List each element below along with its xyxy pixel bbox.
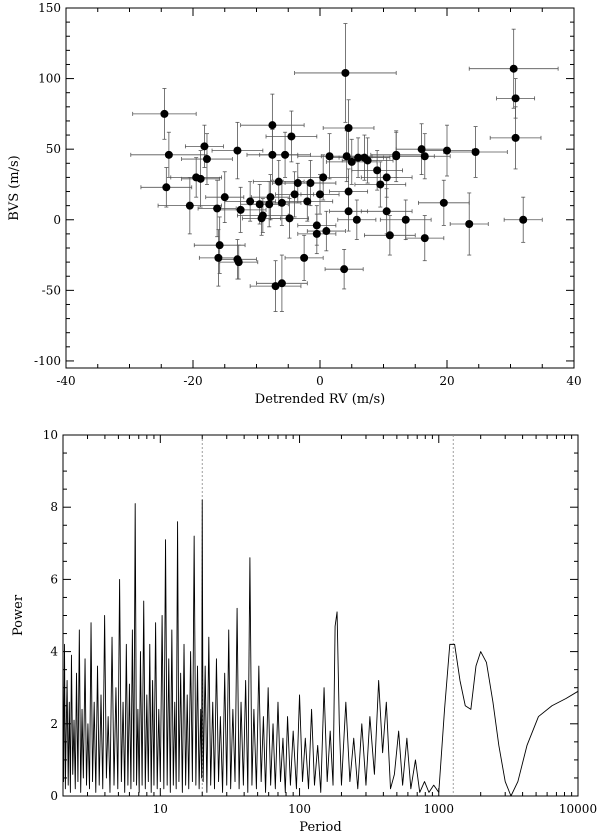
data-point <box>202 155 211 164</box>
y-tick-label: 50 <box>46 142 61 156</box>
data-point <box>341 68 350 77</box>
data-point <box>312 229 321 238</box>
data-point <box>213 204 222 213</box>
data-point <box>519 215 528 224</box>
data-point <box>281 150 290 159</box>
y-axis-label: BVS (m/s) <box>7 155 22 221</box>
x-tick-label: -40 <box>56 374 75 388</box>
data-point <box>234 258 243 267</box>
data-point <box>257 214 266 223</box>
data-point <box>287 132 296 141</box>
data-point <box>266 193 275 202</box>
data-point <box>162 183 171 192</box>
periodogram-frame <box>62 434 579 797</box>
y-tick-label: 6 <box>50 572 58 586</box>
data-point <box>255 200 264 209</box>
data-point <box>373 166 382 175</box>
data-point <box>511 94 520 103</box>
data-point <box>160 109 169 118</box>
x-tick-label: -20 <box>183 374 202 388</box>
data-point <box>290 190 299 199</box>
data-point <box>511 133 520 142</box>
data-point <box>246 197 255 206</box>
data-point <box>392 150 401 159</box>
data-point <box>344 207 353 216</box>
y-tick-label: 0 <box>50 789 58 803</box>
y-tick-label: 2 <box>50 717 58 731</box>
data-point <box>185 201 194 210</box>
periodogram-panel: 10 100 1000 10000 0 2 4 6 8 10 Period Power <box>11 428 597 835</box>
data-point <box>285 214 294 223</box>
x-tick-label: 40 <box>566 374 581 388</box>
data-point <box>322 227 331 236</box>
data-point <box>316 190 324 199</box>
data-point <box>200 142 209 151</box>
y-tick-label: -100 <box>34 354 61 368</box>
data-point <box>196 174 205 183</box>
data-point <box>164 150 173 159</box>
x-tick-label: 1000 <box>423 802 454 816</box>
data-point <box>319 173 328 182</box>
data-point <box>215 241 224 250</box>
data-point <box>363 156 372 165</box>
data-point <box>265 200 274 209</box>
data-point <box>300 253 309 262</box>
x-tick-label: 10 <box>153 802 168 816</box>
data-point <box>306 179 315 188</box>
data-point <box>443 146 451 155</box>
y-axis-label: Power <box>11 594 26 636</box>
data-point <box>382 173 391 182</box>
data-point <box>342 152 351 161</box>
data-point <box>268 121 277 130</box>
data-point <box>344 124 353 132</box>
data-point <box>347 157 356 166</box>
y-tick-label: -50 <box>42 283 61 297</box>
data-point <box>509 64 518 73</box>
data-point <box>220 193 229 202</box>
data-point <box>312 221 321 230</box>
y-tick-label: 100 <box>38 72 61 86</box>
x-tick-label: 20 <box>439 374 454 388</box>
data-point <box>401 215 410 224</box>
data-point <box>465 220 474 228</box>
y-tick-label: 150 <box>38 1 61 15</box>
data-point <box>277 279 286 288</box>
data-point <box>233 146 242 155</box>
data-point <box>344 187 353 196</box>
data-point <box>420 234 429 243</box>
data-point <box>376 180 385 189</box>
x-tick-label: 100 <box>288 802 311 816</box>
data-point <box>303 197 312 206</box>
data-point <box>417 145 426 154</box>
data-point <box>277 198 286 207</box>
data-point <box>236 205 245 214</box>
periodogram-line <box>62 499 579 797</box>
data-point <box>214 253 223 262</box>
y-tick-label: 8 <box>50 500 58 514</box>
data-point <box>274 177 283 186</box>
y-tick-label: 10 <box>43 428 58 442</box>
data-point <box>439 198 448 207</box>
data-point <box>471 148 480 156</box>
data-point <box>354 153 363 162</box>
x-tick-label: 10000 <box>559 802 597 816</box>
scatter-panel: -40 -20 0 20 40 -100 -50 0 50 100 150 Detrended RV … <box>7 1 582 407</box>
y-tick-label: 4 <box>50 645 58 659</box>
x-axis-label: Period <box>299 820 341 835</box>
data-point <box>340 265 349 274</box>
data-point <box>271 282 280 291</box>
data-point <box>268 150 277 159</box>
x-axis-label: Detrended RV (m/s) <box>255 392 385 407</box>
data-point <box>352 215 361 224</box>
data-point <box>385 231 394 240</box>
data-point <box>420 152 429 161</box>
x-tick-label: 0 <box>316 374 324 388</box>
data-point <box>382 207 391 216</box>
data-point <box>293 179 302 188</box>
y-tick-label: 0 <box>53 213 61 227</box>
data-point <box>325 152 334 161</box>
